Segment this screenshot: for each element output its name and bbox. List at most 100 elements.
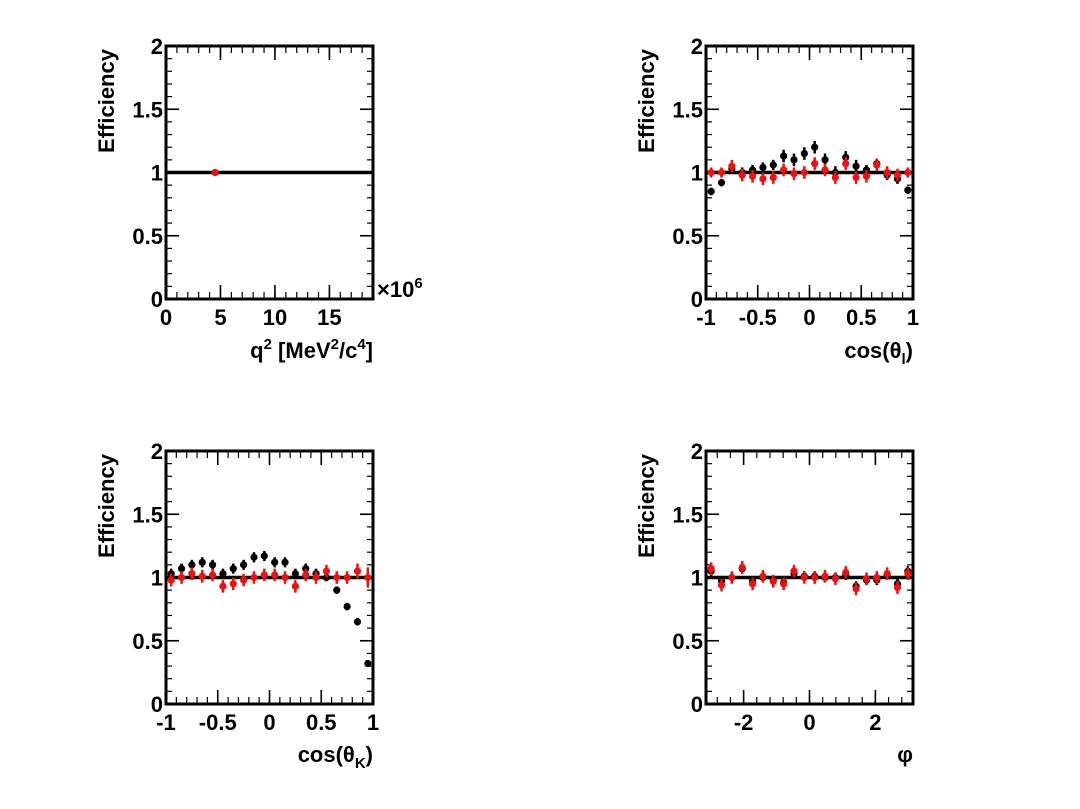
data-point-red xyxy=(759,569,767,583)
data-point-red xyxy=(717,167,726,178)
marker xyxy=(343,573,351,582)
plot-frame xyxy=(704,44,915,301)
data-point-black xyxy=(281,557,289,568)
y-tick-label: 0 xyxy=(691,692,703,717)
data-point-red xyxy=(780,163,788,177)
marker xyxy=(748,172,757,180)
marker xyxy=(229,580,237,588)
data-point-red xyxy=(281,571,289,584)
marker xyxy=(800,149,808,158)
data-point-red xyxy=(343,571,351,584)
y-tick-label: 1 xyxy=(691,161,703,186)
x-tick-label: 0.5 xyxy=(306,710,337,735)
marker xyxy=(177,565,186,573)
marker xyxy=(260,552,268,560)
marker xyxy=(769,173,777,182)
x-tick-label: 1 xyxy=(367,710,379,735)
marker xyxy=(208,571,217,579)
marker xyxy=(831,173,839,182)
x-tick-label: 5 xyxy=(214,305,226,330)
marker xyxy=(707,187,715,196)
data-point-red xyxy=(707,167,715,178)
plot-frame xyxy=(164,44,375,301)
x-tick-label: 0 xyxy=(263,710,275,735)
x-tick-label: -2 xyxy=(734,710,754,735)
data-point-red xyxy=(333,571,341,584)
data-point-red xyxy=(728,159,736,173)
chart-panel-4: -2 0 2 0 0.5 1 1.5 2 Efficiency φ xyxy=(634,439,915,767)
marker xyxy=(738,563,746,571)
marker xyxy=(291,570,299,578)
marker xyxy=(893,584,902,592)
data-point-black xyxy=(811,140,819,154)
y-tick-label: 2 xyxy=(691,34,703,59)
data-point-black xyxy=(240,559,248,570)
marker xyxy=(333,586,341,594)
marker xyxy=(800,573,808,582)
marker xyxy=(904,168,912,177)
data-point-red xyxy=(893,581,902,594)
marker xyxy=(759,175,767,183)
y-axis-label: Efficiency xyxy=(634,453,659,558)
marker xyxy=(364,659,372,668)
marker xyxy=(291,582,299,590)
marker xyxy=(821,572,829,580)
data-point-red xyxy=(240,573,248,587)
data-point-red xyxy=(904,167,912,178)
y-tick-label: 0.5 xyxy=(132,224,163,249)
marker xyxy=(831,575,839,583)
marker xyxy=(728,162,736,170)
data-point-red xyxy=(717,578,726,592)
marker xyxy=(842,568,850,577)
data-point-red xyxy=(883,567,891,581)
marker xyxy=(707,168,715,177)
x-axis-label: cos(θK) xyxy=(298,742,373,772)
marker xyxy=(769,161,777,169)
y-tick-label: 0.5 xyxy=(132,629,163,654)
marker xyxy=(707,565,715,573)
y-tick-label: 0 xyxy=(151,692,163,717)
marker xyxy=(167,576,175,584)
marker xyxy=(177,573,186,582)
y-tick-label: 1.5 xyxy=(132,502,163,527)
marker xyxy=(188,570,196,578)
marker xyxy=(842,160,850,168)
x-tick-label: -1 xyxy=(696,305,716,330)
marker xyxy=(852,173,860,182)
y-tick-label: 2 xyxy=(151,34,163,59)
y-axis-label: Efficiency xyxy=(94,453,119,558)
marker xyxy=(717,581,726,589)
marker xyxy=(811,573,819,582)
data-point-red xyxy=(738,561,746,574)
data-point-red xyxy=(291,580,299,593)
data-point-black xyxy=(852,159,860,173)
marker xyxy=(800,168,808,177)
y-tick-label: 1.5 xyxy=(672,502,703,527)
marker xyxy=(769,577,777,585)
data-point-red xyxy=(748,169,757,183)
data-point-red xyxy=(780,577,788,591)
y-tick-label: 2 xyxy=(691,439,703,464)
marker xyxy=(188,561,196,569)
x-tick-label: 10 xyxy=(263,305,287,330)
marker xyxy=(353,567,362,575)
marker xyxy=(790,156,798,164)
y-tick-label: 0 xyxy=(151,287,163,312)
data-point-red xyxy=(260,568,268,582)
data-point-black xyxy=(343,602,351,611)
marker xyxy=(852,585,860,593)
marker xyxy=(343,602,351,611)
x-tick-label: -0.5 xyxy=(739,305,777,330)
x-tick-label: 0 xyxy=(803,305,815,330)
x-axis-multiplier: ×106 xyxy=(377,275,423,302)
data-point-black xyxy=(208,559,217,570)
data-point-red xyxy=(883,166,891,179)
data-point-black xyxy=(229,563,237,574)
marker xyxy=(728,573,736,582)
data-point-red xyxy=(271,568,279,582)
chart-panel-3: -1 -0.5 0 0.5 1 0 0.5 1 1.5 2 Efficiency cos(θK) xyxy=(94,439,379,772)
marker xyxy=(780,152,788,160)
marker xyxy=(893,171,902,179)
marker xyxy=(811,160,819,168)
marker xyxy=(862,172,871,180)
